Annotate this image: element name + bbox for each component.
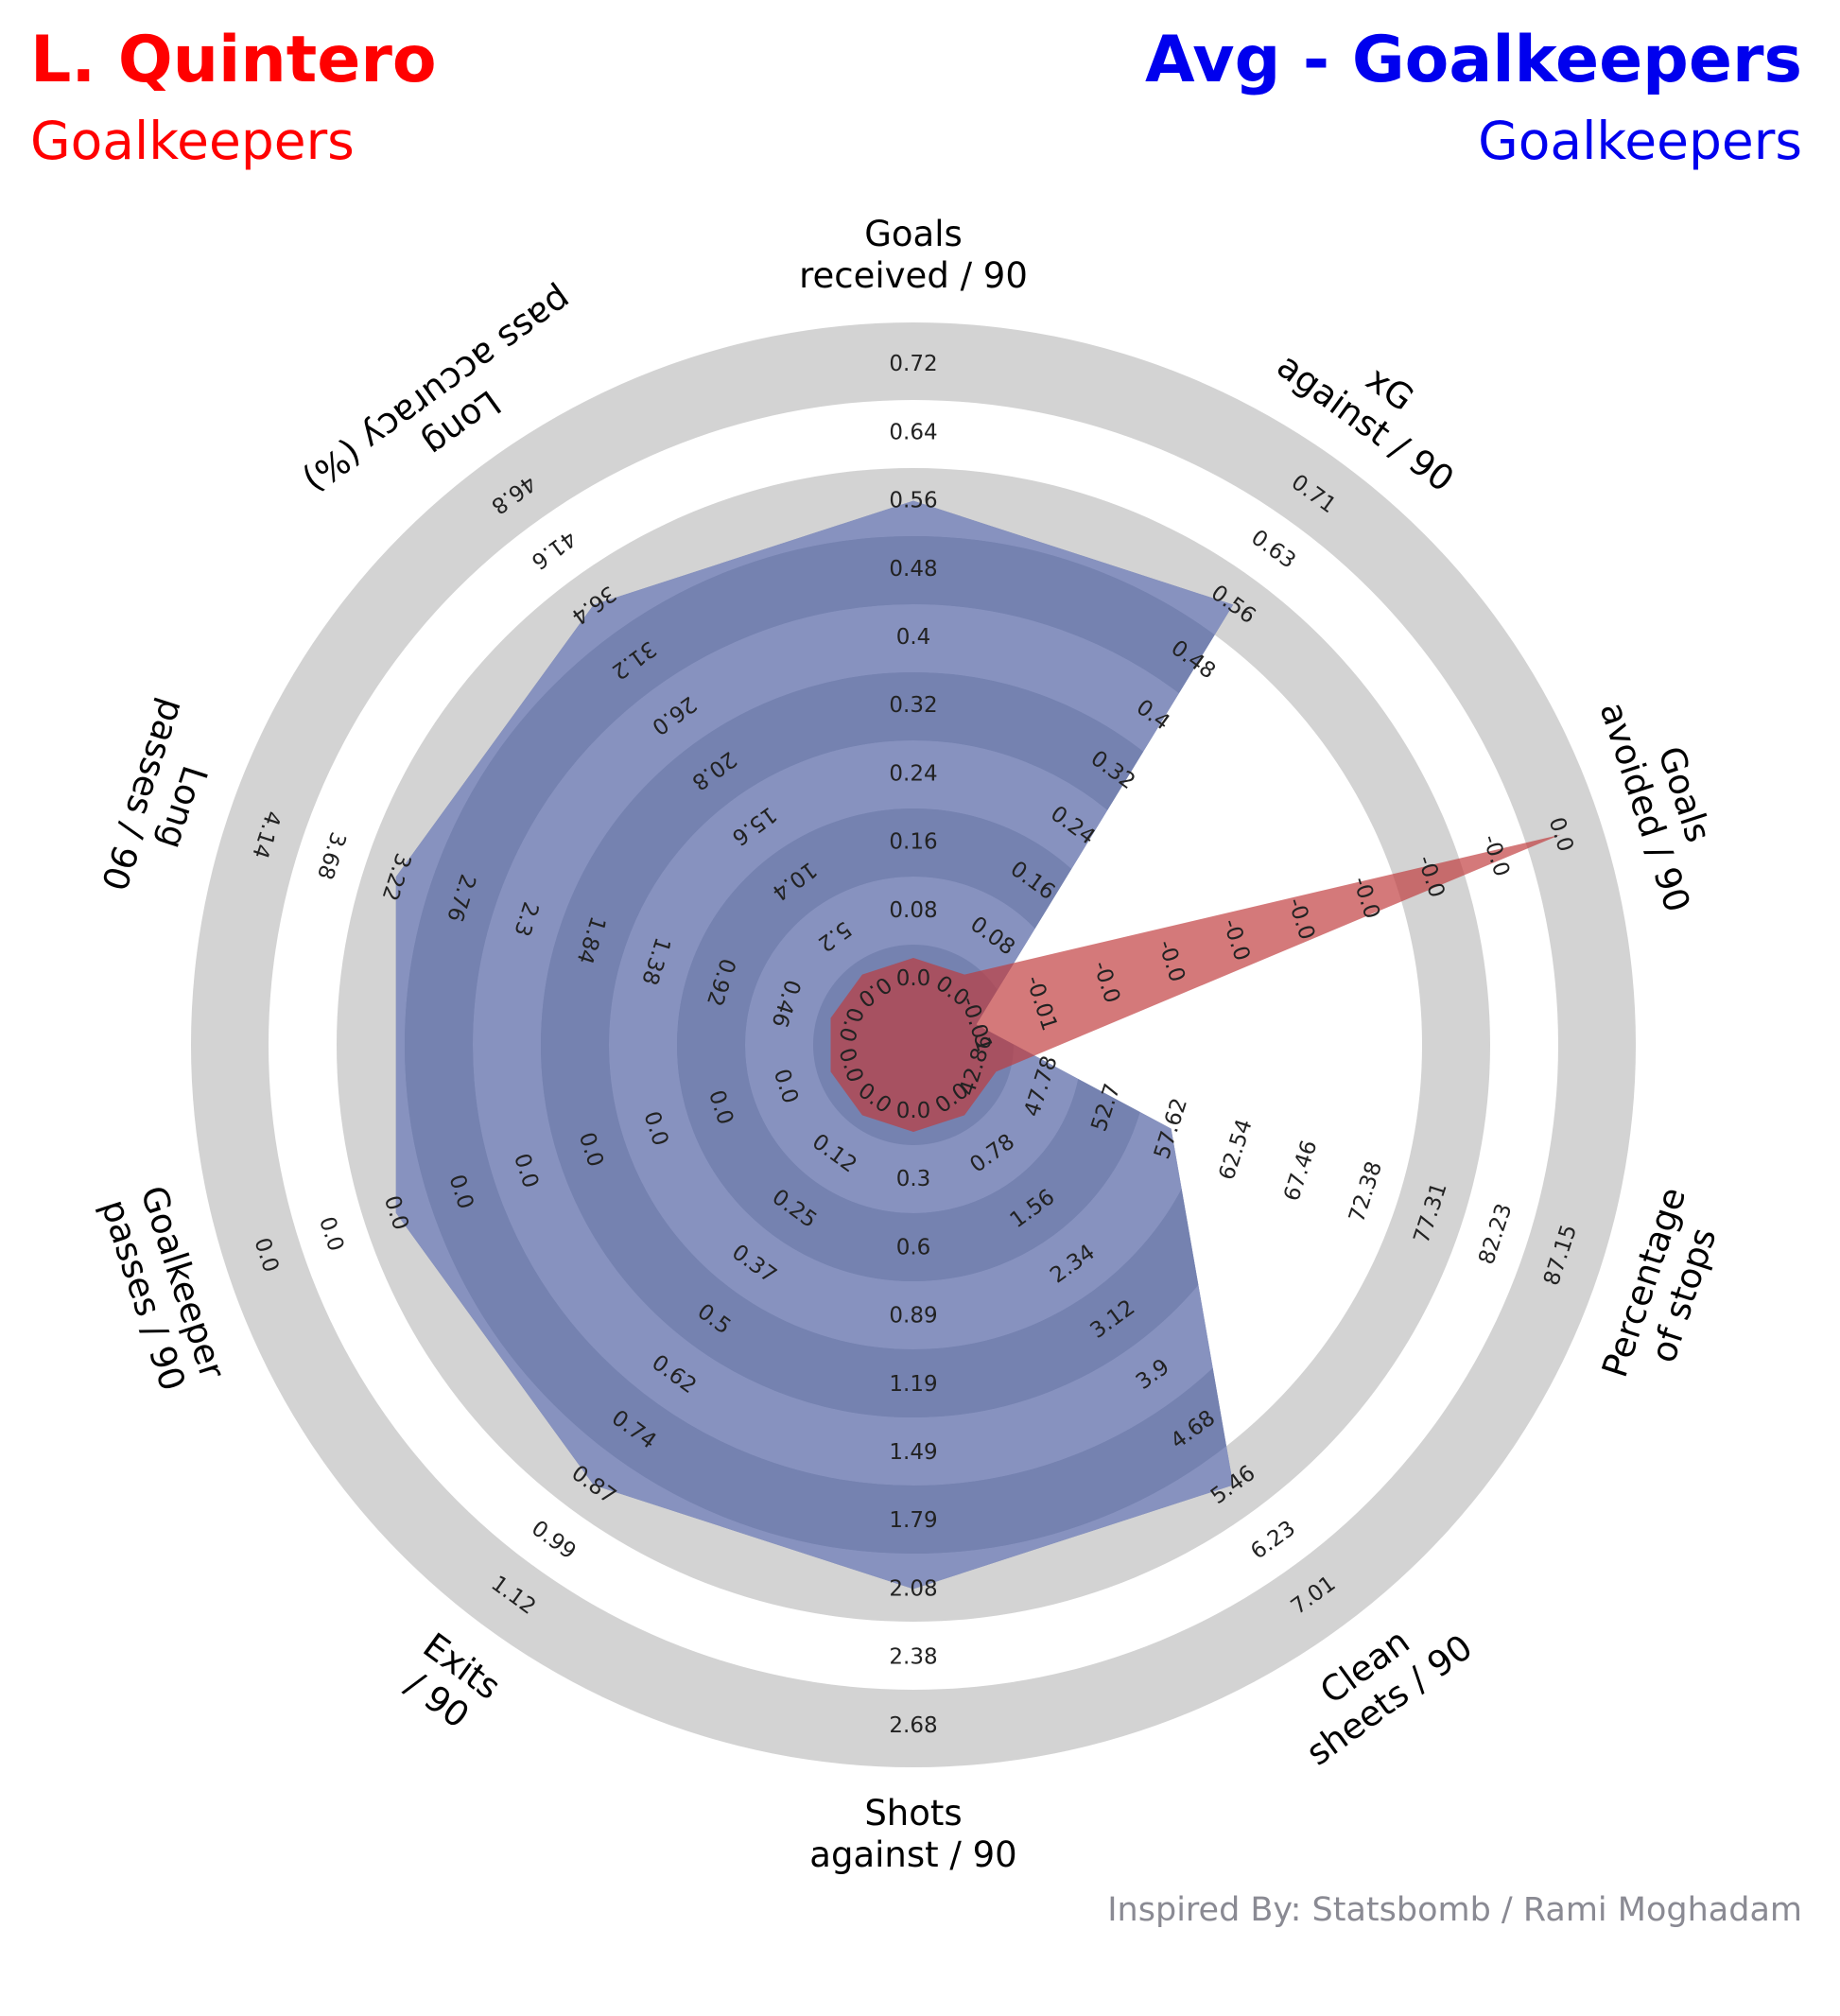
tick-label: 2.08 [889, 1576, 937, 1601]
axis-label-line: received / 90 [799, 255, 1028, 296]
tick-label: 0.0 [896, 966, 931, 991]
player-name-title: L. Quintero [30, 23, 437, 97]
tick-label: 0.56 [889, 489, 937, 513]
tick-label: 0.48 [889, 557, 937, 582]
tick-label: 62.54 [1215, 1117, 1258, 1184]
player-position-subtitle: Goalkeepers [30, 111, 355, 171]
comparison-name-title: Avg - Goalkeepers [1145, 23, 1802, 97]
tick-label: 1.49 [889, 1440, 937, 1465]
tick-label: 1.79 [889, 1508, 937, 1533]
tick-label: 0.6 [896, 1235, 931, 1260]
tick-label: 0.3 [896, 1167, 931, 1191]
tick-label: 0.72 [889, 352, 937, 376]
axis-label: Shots against / 90 [809, 1793, 1016, 1875]
axis-label: Goals received / 90 [799, 214, 1028, 296]
axis-label-line: against / 90 [809, 1834, 1016, 1875]
tick-label: 6.23 [1246, 1516, 1300, 1564]
tick-label: 0.89 [889, 1304, 937, 1329]
tick-label: 41.6 [527, 526, 581, 574]
band-5 [541, 672, 1234, 1417]
tick-label: 82.23 [1474, 1201, 1517, 1268]
player-polygon [830, 834, 1561, 1132]
tick-label: 1.19 [889, 1372, 937, 1397]
tick-label: 0.63 [1246, 526, 1300, 574]
band-3 [395, 500, 1234, 1590]
tick-label: 2.68 [889, 1713, 937, 1738]
tick-label: 0.64 [889, 420, 937, 444]
axis-label-line: Goals [864, 214, 963, 254]
radar-chart: 0.0 0.08 0.16 0.24 0.32 0.4 0.48 0.56 0.64 0.72 0.… [94, 214, 1725, 1875]
band-6 [405, 536, 1234, 1554]
tick-label: 0.16 [889, 830, 937, 855]
tick-label: 0.32 [889, 693, 937, 718]
comparison-position-subtitle: Goalkeepers [1478, 111, 1802, 171]
band-2 [473, 604, 1234, 1486]
axis-label-line: Shots [864, 1793, 962, 1834]
tick-label: 72.38 [1345, 1158, 1387, 1225]
tick-label: 2.38 [889, 1645, 937, 1670]
tick-label: -0.0 [1478, 832, 1515, 880]
tick-label: 0.08 [889, 898, 937, 923]
tick-label: 0.4 [896, 625, 931, 650]
tick-label: 0.0 [896, 1099, 931, 1123]
tick-label: 0.0 [314, 1214, 348, 1255]
credit-text: Inspired By: Statsbomb / Rami Moghadam [1107, 1891, 1802, 1929]
axis-label: Exits/ 90 [391, 1625, 508, 1742]
tick-label: 67.46 [1279, 1138, 1322, 1205]
tick-label: 0.99 [527, 1516, 581, 1564]
tick-label: 3.68 [312, 829, 351, 883]
tick-label: 0.24 [889, 761, 937, 786]
